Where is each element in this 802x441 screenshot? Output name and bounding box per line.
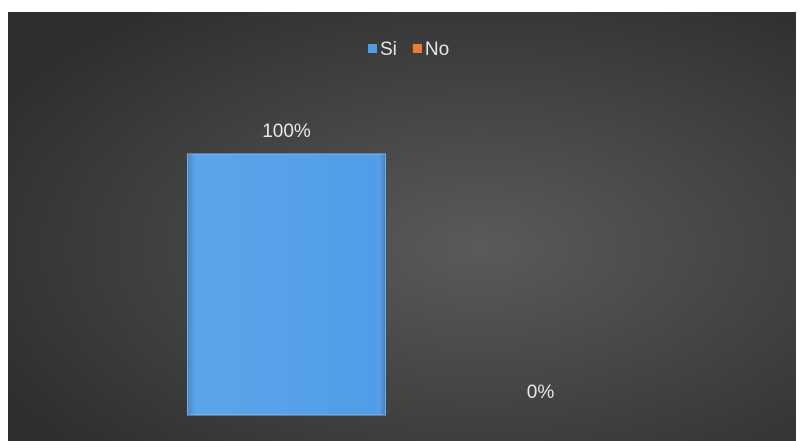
legend-label: Si	[380, 39, 397, 60]
data-label: 100%	[262, 121, 311, 142]
bar-bevel	[187, 154, 386, 415]
legend-swatch	[368, 44, 377, 53]
legend-swatch	[412, 44, 422, 53]
chart-background	[8, 12, 796, 441]
data-label: 0%	[527, 382, 555, 403]
legend-label: No	[425, 39, 449, 60]
